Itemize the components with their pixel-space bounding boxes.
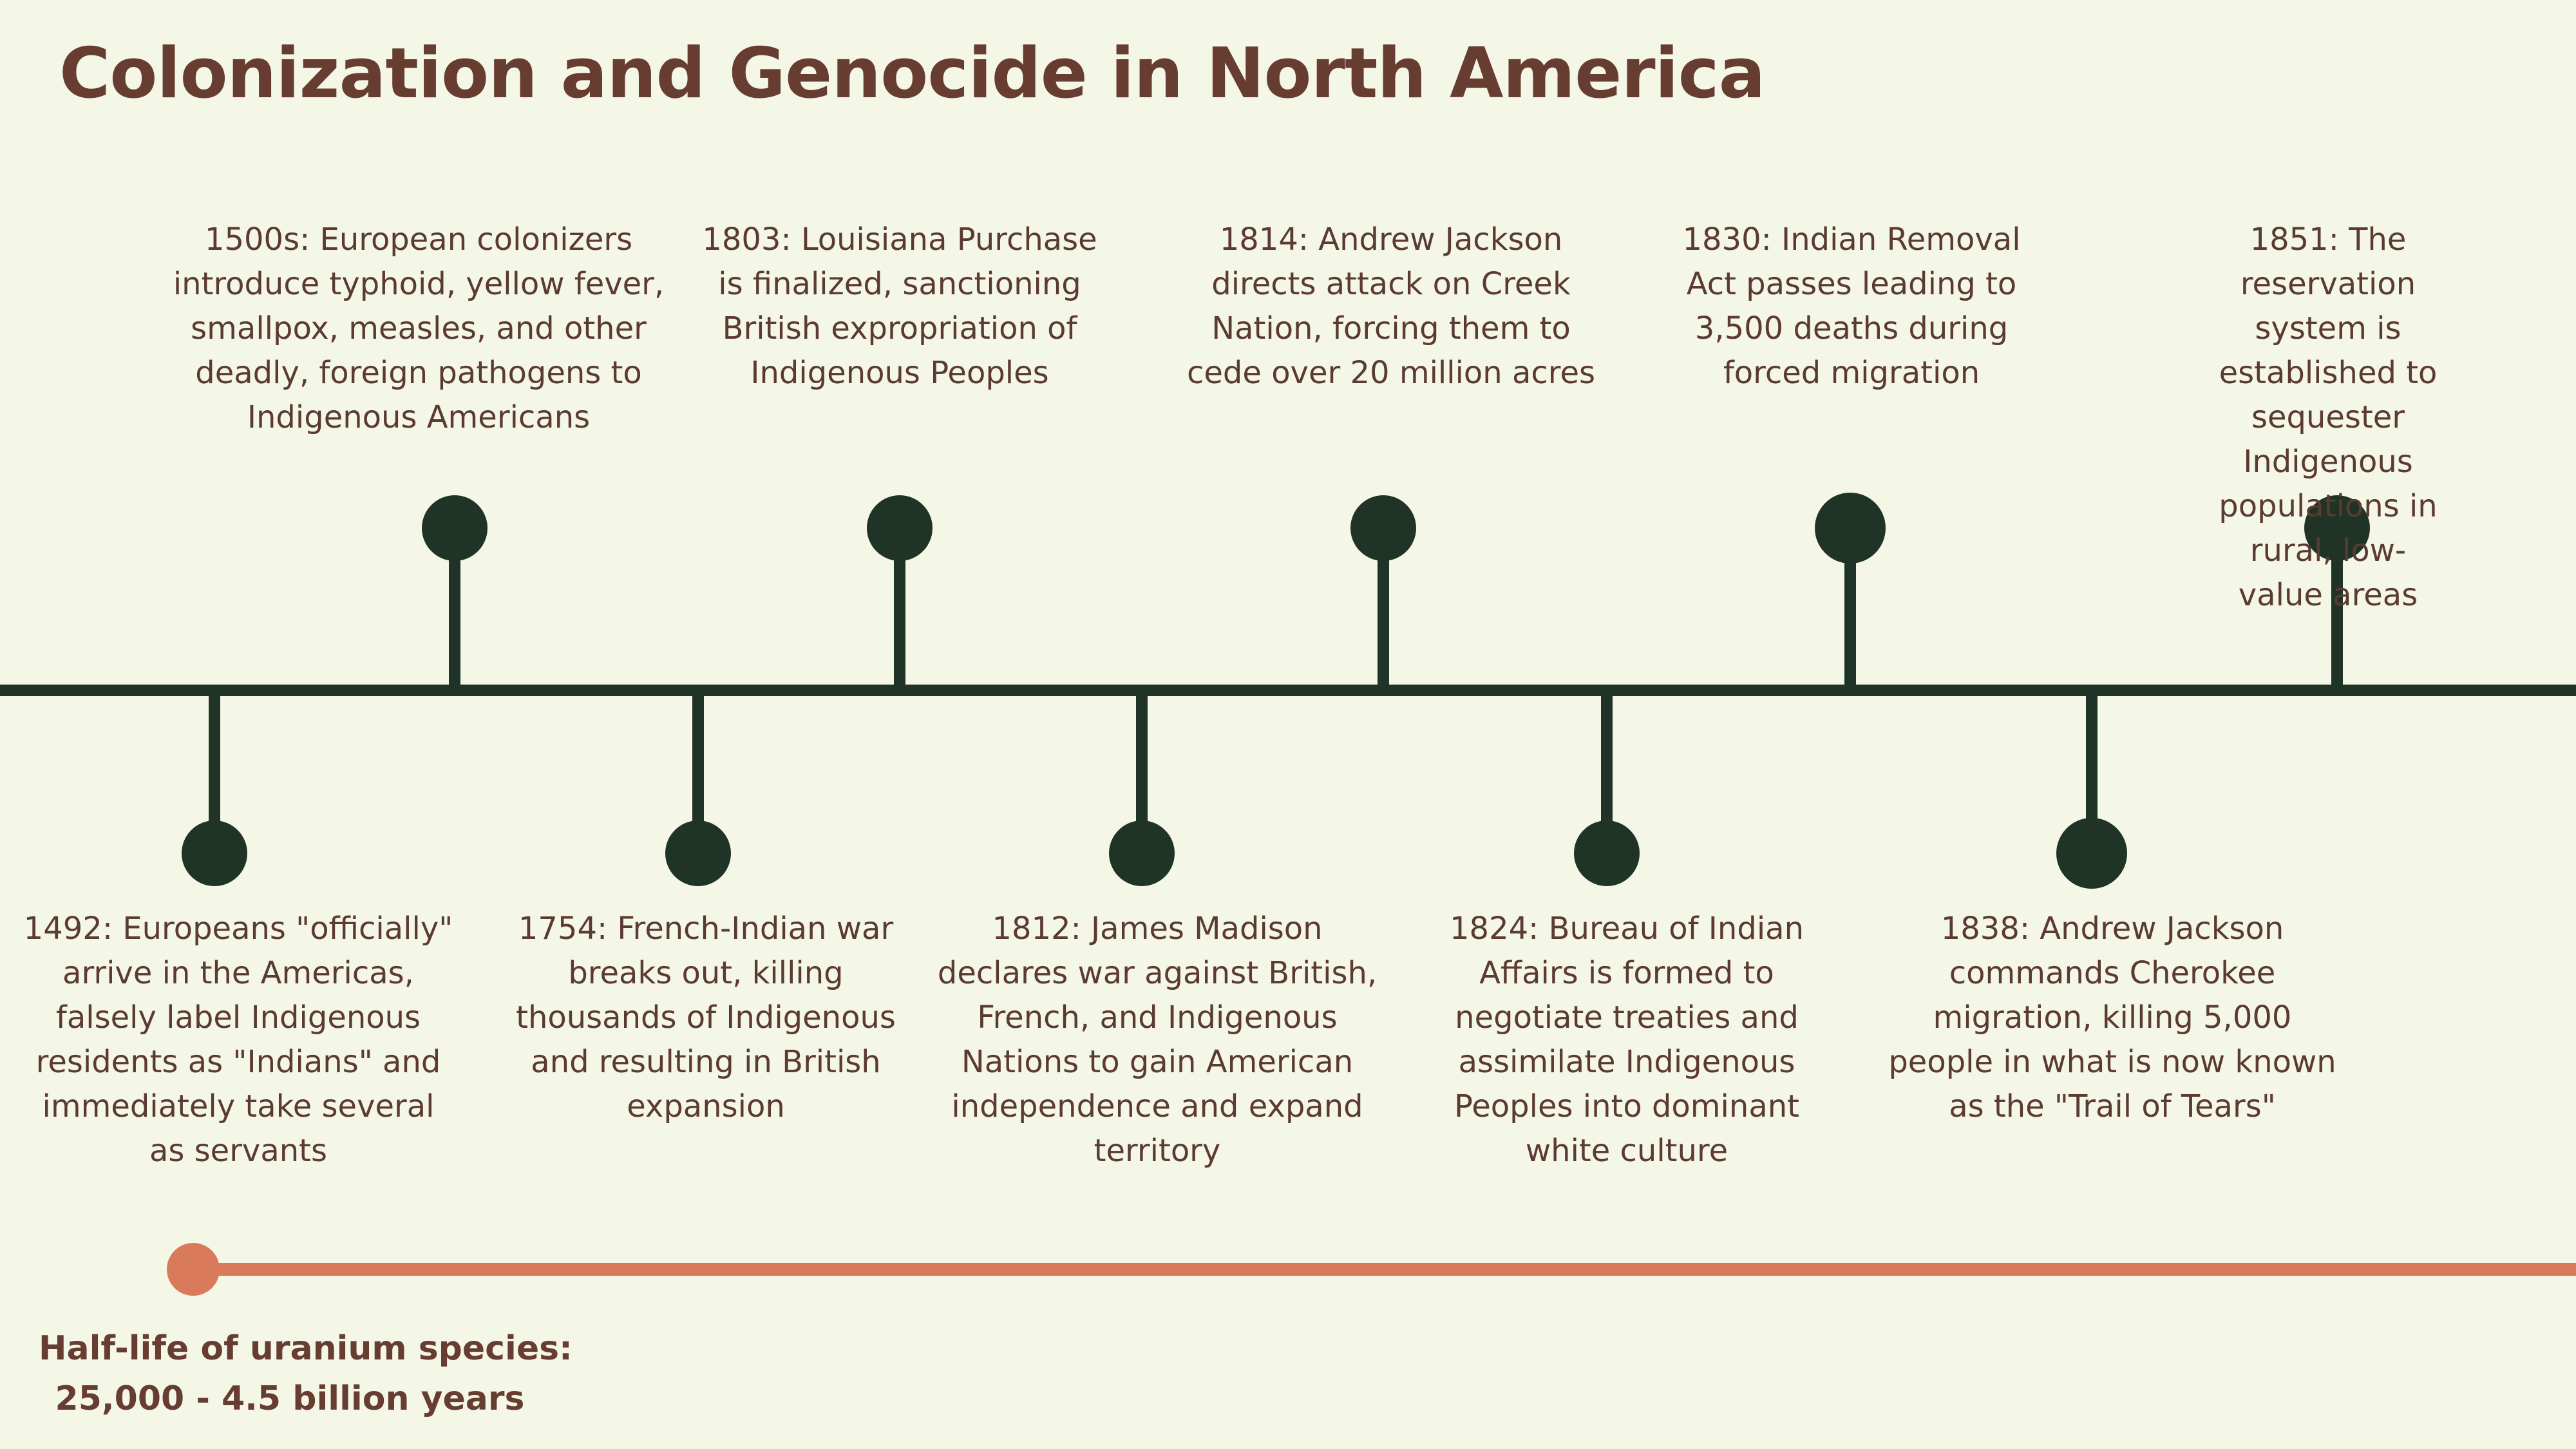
marker-1830 <box>1815 493 1886 689</box>
marker-1492 <box>182 692 247 886</box>
event-text-1851: 1851: The reservation system is establis… <box>2219 222 2438 613</box>
marker-1838 <box>2056 692 2127 889</box>
event-text-1492: 1492: Europeans "officially" arrive in t… <box>23 911 453 1169</box>
event-text-1754: 1754: French-Indian war breaks out, kill… <box>516 911 896 1124</box>
marker-1500s <box>422 495 488 689</box>
timeline-axis <box>0 685 2576 696</box>
marker-1824 <box>1574 692 1640 886</box>
event-text-1500s: 1500s: European colonizers introduce typ… <box>173 222 665 435</box>
marker-1814 <box>1350 495 1416 689</box>
marker-1851 <box>2304 495 2370 689</box>
event-text-1824: 1824: Bureau of Indian Affairs is formed… <box>1450 911 1804 1169</box>
uranium-line <box>193 1263 2576 1276</box>
uranium-start-dot <box>167 1243 220 1296</box>
uranium-caption: Half-life of uranium species: 25,000 - 4… <box>39 1323 573 1424</box>
uranium-value: 25,000 - 4.5 billion years <box>55 1379 525 1418</box>
marker-1803 <box>867 495 933 689</box>
event-text-1803: 1803: Louisiana Purchase is finalized, s… <box>702 222 1097 391</box>
event-text-1814: 1814: Andrew Jackson directs attack on C… <box>1187 222 1595 391</box>
event-text-1830: 1830: Indian Removal Act passes leading … <box>1682 222 2021 391</box>
event-text-1812: 1812: James Madison declares war against… <box>937 911 1378 1169</box>
marker-1754 <box>665 692 731 886</box>
uranium-label: Half-life of uranium species: <box>39 1329 573 1368</box>
page-title: Colonization and Genocide in North Ameri… <box>59 33 1766 114</box>
marker-1812 <box>1109 692 1175 886</box>
event-text-1838: 1838: Andrew Jackson commands Cherokee m… <box>1888 911 2336 1124</box>
